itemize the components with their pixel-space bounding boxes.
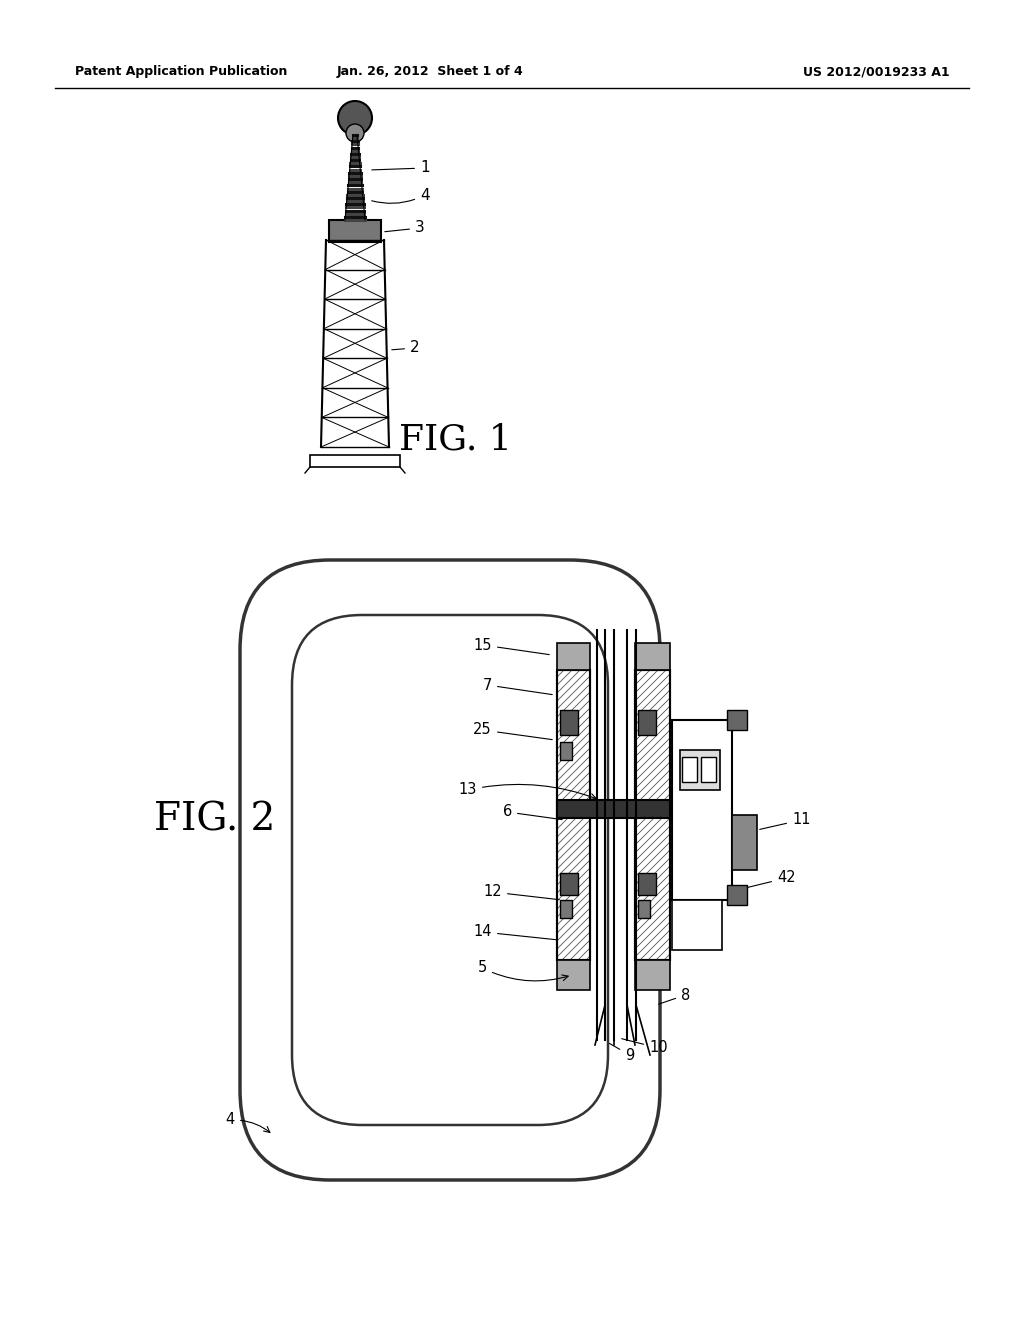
Text: 15: 15 [473, 638, 549, 655]
Text: 4: 4 [372, 187, 430, 203]
Text: 2: 2 [392, 341, 420, 355]
Bar [727, 884, 746, 906]
Text: 13: 13 [459, 783, 596, 800]
Circle shape [346, 124, 364, 143]
Text: FIG. 1: FIG. 1 [398, 422, 511, 457]
Text: 9: 9 [609, 1043, 634, 1063]
Bar [638, 710, 656, 735]
Text: 11: 11 [760, 813, 811, 829]
Circle shape [338, 102, 372, 135]
Bar [560, 900, 572, 917]
Bar [557, 800, 670, 818]
Bar [638, 873, 656, 895]
Bar [635, 960, 670, 990]
Text: 5: 5 [478, 961, 568, 981]
Bar [672, 900, 722, 950]
Text: FIG. 2: FIG. 2 [155, 801, 275, 838]
Bar [329, 220, 381, 242]
Text: 4: 4 [225, 1113, 270, 1133]
Bar [635, 671, 670, 960]
Text: 42: 42 [739, 870, 796, 890]
Bar [732, 814, 757, 870]
Text: 25: 25 [473, 722, 552, 739]
Text: 3: 3 [385, 220, 425, 235]
Bar [727, 710, 746, 730]
Bar [310, 455, 400, 467]
Bar [557, 643, 590, 671]
Bar [560, 873, 578, 895]
Bar [701, 756, 716, 781]
Bar [560, 742, 572, 760]
Text: Jan. 26, 2012  Sheet 1 of 4: Jan. 26, 2012 Sheet 1 of 4 [337, 66, 523, 78]
Text: 12: 12 [483, 884, 559, 900]
Bar [680, 750, 720, 789]
Text: Patent Application Publication: Patent Application Publication [75, 66, 288, 78]
Text: 7: 7 [482, 677, 552, 694]
Text: 14: 14 [473, 924, 556, 940]
Text: US 2012/0019233 A1: US 2012/0019233 A1 [804, 66, 950, 78]
Bar [560, 710, 578, 735]
Bar [557, 960, 590, 990]
Bar [635, 643, 670, 671]
Text: 1: 1 [372, 161, 430, 176]
Bar [557, 671, 590, 960]
Bar [638, 900, 650, 917]
Bar [682, 756, 697, 781]
Bar [672, 719, 732, 900]
Text: 10: 10 [622, 1039, 668, 1056]
Bar [557, 671, 590, 960]
Text: 6: 6 [503, 804, 562, 820]
Text: 8: 8 [658, 987, 690, 1005]
Bar [635, 671, 670, 960]
